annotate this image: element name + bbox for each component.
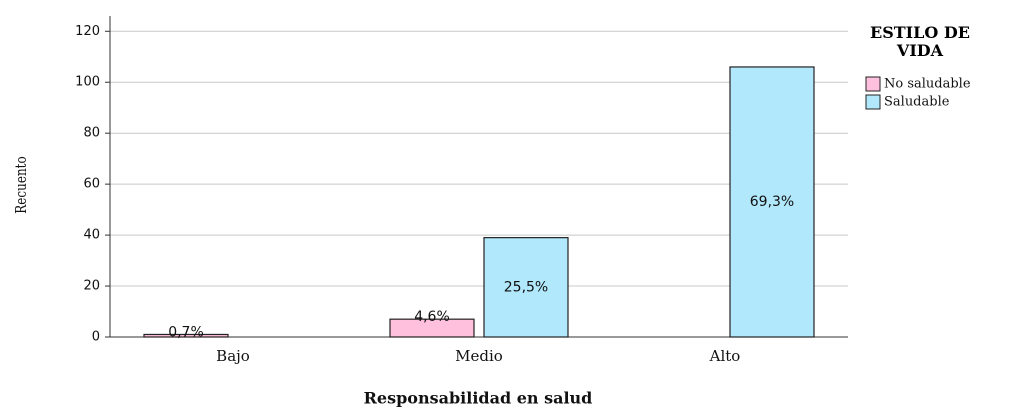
y-tick-label: 0	[92, 330, 100, 345]
y-tick-label: 20	[83, 279, 100, 294]
bar	[143, 333, 229, 338]
legend-label: Saludable	[884, 95, 950, 110]
x-axis-label: Responsabilidad en salud	[364, 389, 593, 408]
y-tick-label: 120	[75, 24, 100, 39]
bar	[483, 237, 569, 338]
value-label: 4,6%	[414, 309, 450, 325]
legend-swatch	[865, 94, 881, 110]
legend-title: ESTILO DE VIDA	[870, 23, 970, 60]
value-label: 69,3%	[750, 194, 794, 210]
legend-label: No saludable	[884, 77, 971, 92]
y-tick-label: 60	[83, 177, 100, 192]
y-tick-label: 80	[83, 126, 100, 141]
value-label: 0,7%	[168, 324, 204, 340]
legend-swatch	[865, 76, 881, 92]
x-tick-label: Alto	[709, 347, 741, 365]
bar	[389, 318, 475, 338]
value-label: 25,5%	[504, 279, 548, 295]
y-tick-label: 40	[83, 228, 100, 243]
bar	[729, 66, 815, 338]
x-tick-label: Medio	[455, 347, 503, 365]
y-axis-label: Recuento	[13, 156, 31, 213]
x-tick-label: Bajo	[216, 347, 250, 365]
y-tick-label: 100	[75, 75, 100, 90]
